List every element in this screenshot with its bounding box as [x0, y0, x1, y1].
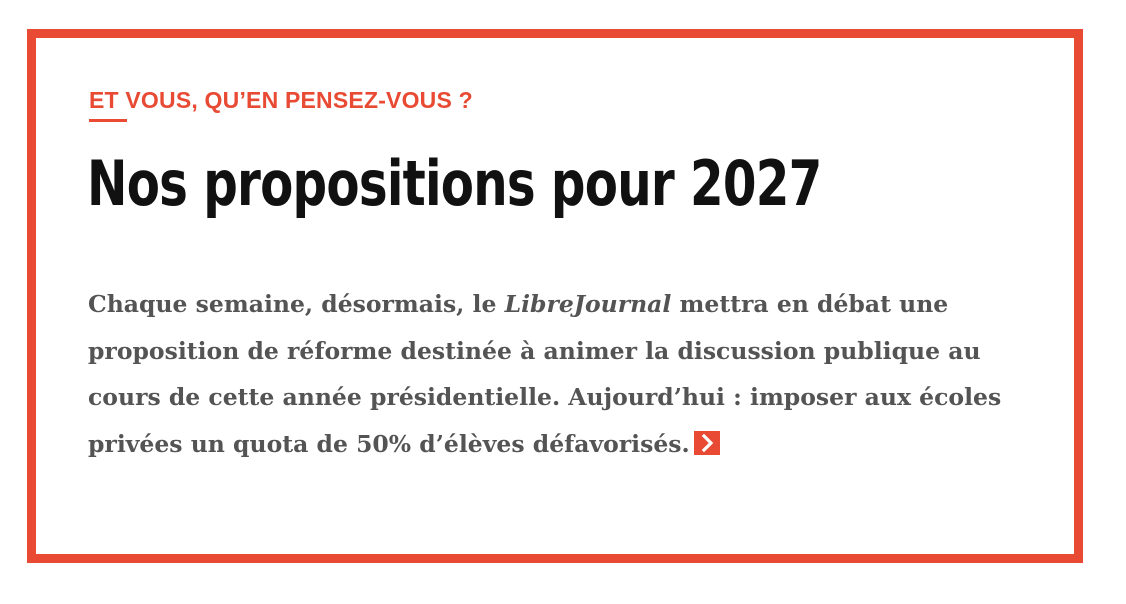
- kicker-underline: [89, 119, 127, 122]
- lede-text-body: mettra en débat une proposition de réfor…: [88, 290, 1002, 458]
- chevron-right-icon: [701, 433, 713, 452]
- publication-name: LibreJournal: [504, 290, 672, 318]
- lede-text-intro: Chaque semaine, désormais, le: [88, 290, 505, 318]
- article-lede: Chaque semaine, désormais, le LibreJourn…: [88, 281, 1048, 467]
- read-more-button[interactable]: [693, 430, 720, 455]
- article-title[interactable]: Nos propositions pour 2027: [87, 147, 822, 220]
- opinion-card: ET VOUS, QU’EN PENSEZ-VOUS ? Nos proposi…: [27, 29, 1083, 563]
- section-kicker[interactable]: ET VOUS, QU’EN PENSEZ-VOUS ?: [89, 87, 473, 113]
